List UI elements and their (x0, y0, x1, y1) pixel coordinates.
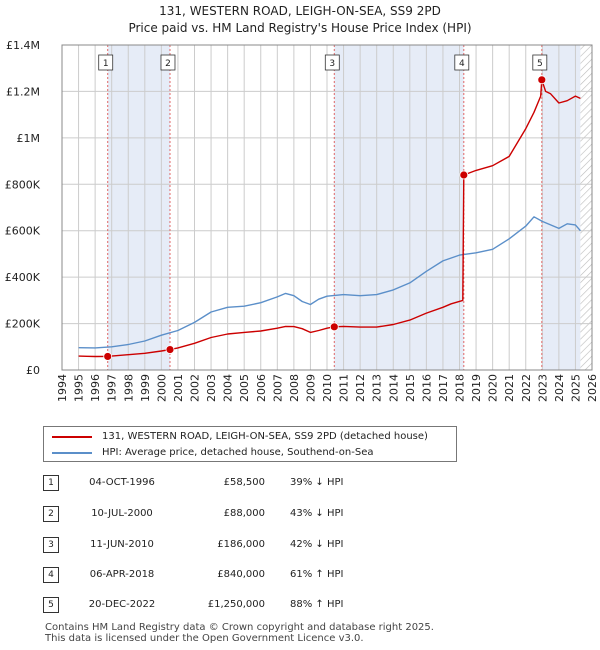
sale-date: 20-DEC-2022 (88, 599, 156, 610)
sale-point (165, 345, 175, 354)
sale-point (537, 75, 547, 85)
sale-hpi-diff: 42% ↓ HPI (290, 539, 344, 550)
sale-row: 1 04-OCT-1996 £58,500 39% ↓ HPI (0, 475, 600, 495)
sale-date: 11-JUN-2010 (90, 539, 154, 550)
sale-number-box (532, 54, 548, 71)
y-tick-label: £400K (5, 271, 41, 284)
sale-number: 2 (43, 506, 59, 522)
ownership-span (107, 45, 170, 370)
sale-number-box (454, 54, 470, 71)
sale-number-box (98, 54, 114, 71)
title-line-2: Price paid vs. HM Land Registry's House … (128, 21, 472, 35)
sale-point (103, 352, 113, 361)
x-tick-label: 1996 (89, 374, 102, 402)
sale-date: 06-APR-2018 (89, 569, 155, 580)
x-tick-label: 2024 (553, 374, 566, 402)
sale-number-box (160, 54, 176, 71)
footer-line-2: This data is licensed under the Open Gov… (45, 633, 364, 644)
x-tick-label: 2001 (172, 374, 185, 402)
sale-price: £1,250,000 (207, 599, 265, 610)
x-tick-label: 2012 (354, 374, 367, 402)
x-tick-label: 2020 (487, 374, 500, 402)
plot-frame (61, 44, 593, 371)
forecast-hatch (580, 45, 592, 370)
sale-hpi-diff: 43% ↓ HPI (290, 508, 344, 519)
sale-hpi-diff: 88% ↑ HPI (290, 599, 344, 610)
sale-number-label: 5 (537, 59, 543, 69)
footer: Contains HM Land Registry data © Crown c… (45, 622, 434, 644)
sale-row: 2 10-JUL-2000 £88,000 43% ↓ HPI (0, 506, 600, 526)
sale-number: 1 (43, 475, 59, 491)
sale-point (329, 322, 339, 332)
legend: 131, WESTERN ROAD, LEIGH-ON-SEA, SS9 2PD… (43, 426, 457, 462)
x-tick-label: 2023 (536, 374, 549, 402)
title-line-1: 131, WESTERN ROAD, LEIGH-ON-SEA, SS9 2PD (159, 4, 441, 18)
x-tick-label: 2010 (321, 374, 334, 402)
footer-line-1: Contains HM Land Registry data © Crown c… (45, 622, 434, 633)
chart-title: 131, WESTERN ROAD, LEIGH-ON-SEA, SS9 2PD… (0, 3, 600, 37)
x-tick-label: 2015 (404, 374, 417, 402)
sale-hpi-diff: 61% ↑ HPI (290, 569, 344, 580)
sale-row: 3 11-JUN-2010 £186,000 42% ↓ HPI (0, 537, 600, 557)
sale-date: 10-JUL-2000 (91, 508, 153, 519)
y-tick-label: £600K (5, 225, 41, 238)
x-tick-label: 2018 (454, 374, 467, 402)
sale-date: 04-OCT-1996 (89, 477, 155, 488)
sale-price: £58,500 (223, 477, 265, 488)
legend-label-property: 131, WESTERN ROAD, LEIGH-ON-SEA, SS9 2PD… (102, 431, 428, 442)
x-tick-label: 2025 (569, 374, 582, 402)
legend-swatch-property (52, 436, 92, 438)
x-tick-label: 1995 (73, 374, 86, 402)
y-tick-label: £0 (26, 364, 40, 377)
sale-number-box (324, 54, 340, 71)
x-tick-label: 1998 (122, 374, 135, 402)
x-tick-label: 1997 (106, 374, 119, 402)
x-tick-label: 2009 (304, 374, 317, 402)
sale-number-label: 3 (329, 59, 335, 69)
x-tick-label: 2004 (222, 374, 235, 402)
y-tick-label: £200K (5, 318, 41, 331)
sale-hpi-diff: 39% ↓ HPI (290, 477, 344, 488)
x-tick-label: 2003 (205, 374, 218, 402)
y-tick-label: £1.4M (6, 39, 40, 52)
x-tick-label: 2007 (271, 374, 284, 402)
sale-price: £88,000 (223, 508, 265, 519)
x-tick-label: 2022 (520, 374, 533, 402)
x-tick-label: 1999 (139, 374, 152, 402)
sale-number: 4 (43, 567, 59, 583)
y-tick-label: £800K (5, 178, 41, 191)
ownership-span (541, 45, 581, 370)
legend-swatch-hpi (52, 452, 92, 454)
x-tick-label: 2006 (255, 374, 268, 402)
hpi-series-line (78, 216, 581, 349)
sale-number: 5 (43, 597, 59, 613)
x-tick-label: 2008 (288, 374, 301, 402)
sale-price: £186,000 (217, 539, 265, 550)
ownership-span (334, 45, 464, 370)
x-tick-label: 2014 (387, 374, 400, 402)
y-tick-label: £1.2M (6, 85, 40, 98)
price-chart: 1 2 3 4 5 £0 £200K £400K £600K £800K £1M £1.2M £1.4… (5, 39, 599, 402)
sale-number: 3 (43, 537, 59, 553)
x-tick-label: 2026 (586, 374, 599, 402)
x-tick-label: 2017 (437, 374, 450, 402)
sale-point (459, 170, 469, 180)
sale-price: £840,000 (217, 569, 265, 580)
sale-row: 5 20-DEC-2022 £1,250,000 88% ↑ HPI (0, 597, 600, 617)
sale-number-label: 4 (459, 59, 465, 69)
sale-row: 4 06-APR-2018 £840,000 61% ↑ HPI (0, 567, 600, 587)
x-tick-label: 2021 (503, 374, 516, 402)
x-tick-label: 2013 (371, 374, 384, 402)
x-tick-label: 2005 (238, 374, 251, 402)
x-tick-label: 2000 (155, 374, 168, 402)
x-tick-label: 2002 (189, 374, 202, 402)
legend-label-hpi: HPI: Average price, detached house, Sout… (102, 447, 374, 458)
sale-number-label: 2 (165, 59, 171, 69)
x-tick-label: 2011 (338, 374, 351, 402)
sale-number-label: 1 (103, 59, 109, 69)
x-tick-label: 2019 (470, 374, 483, 402)
y-tick-label: £1M (17, 132, 41, 145)
x-tick-label: 1994 (56, 374, 69, 402)
x-tick-label: 2016 (420, 374, 433, 402)
